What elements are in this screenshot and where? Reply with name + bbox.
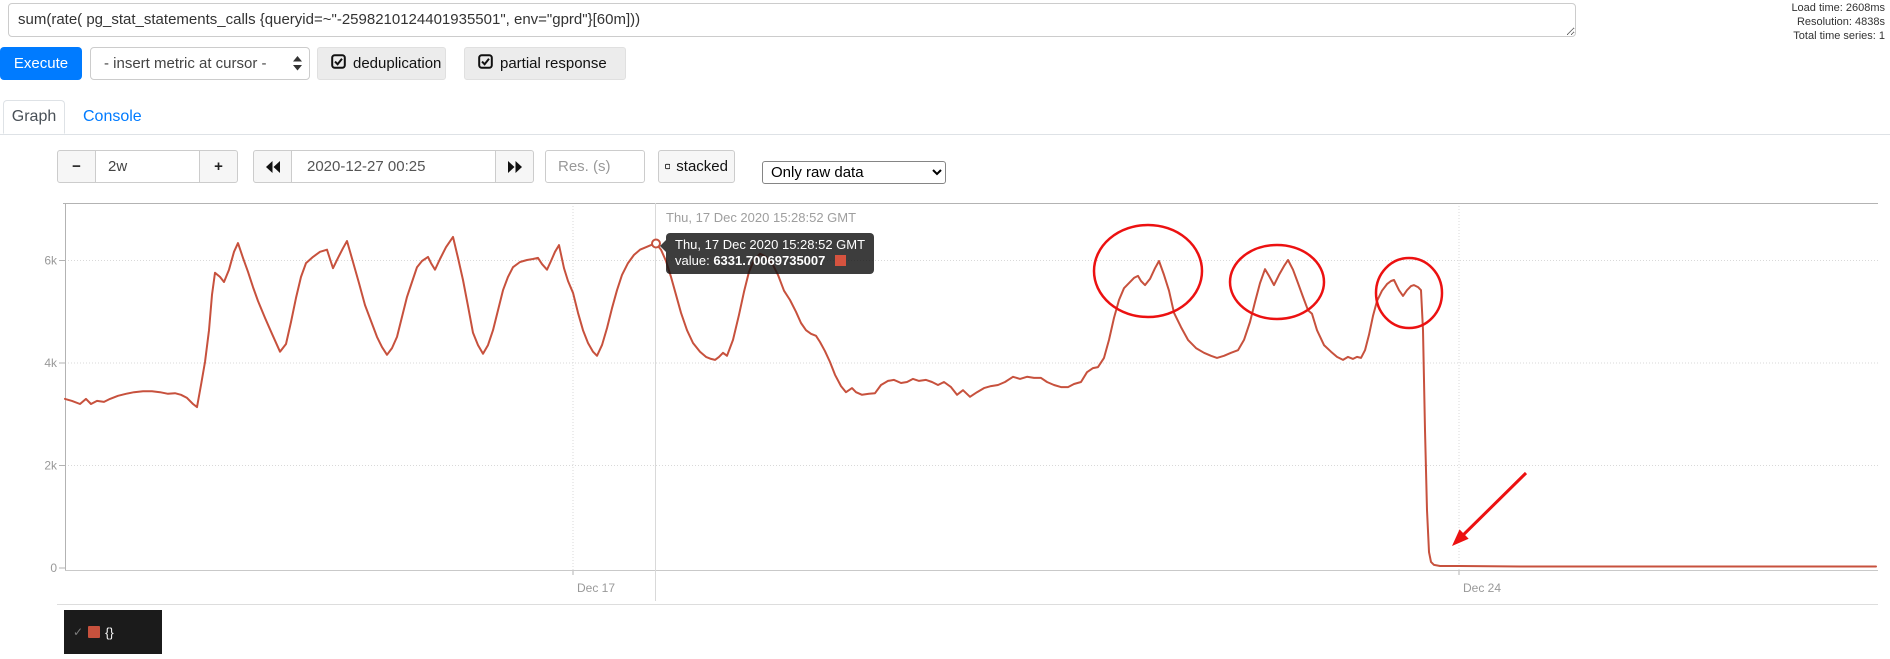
check-square-icon xyxy=(331,54,346,73)
partial-response-toggle[interactable]: partial response xyxy=(464,47,626,80)
tooltip-value-prefix: value: xyxy=(675,253,714,268)
y-axis-tick-label: 0 xyxy=(50,561,57,575)
tooltip-value: 6331.70069735007 xyxy=(713,253,826,268)
annotations-layer xyxy=(1092,223,1528,546)
annotation-arrow-line xyxy=(1460,471,1528,538)
empty-square-icon xyxy=(665,163,671,170)
time-forward-button[interactable] xyxy=(495,150,534,183)
tooltip-date: Thu, 17 Dec 2020 15:28:52 GMT xyxy=(675,237,866,252)
annotation-arrow-head xyxy=(1452,529,1469,546)
partial-response-label: partial response xyxy=(500,55,607,72)
hover-point-marker xyxy=(651,238,661,249)
execute-button[interactable]: Execute xyxy=(0,47,82,80)
query-stats: Load time: 2608ms Resolution: 4838s Tota… xyxy=(1791,1,1885,43)
legend-check-icon: ✓ xyxy=(73,625,84,639)
hover-tooltip: Thu, 17 Dec 2020 15:28:52 GMT value: 633… xyxy=(659,233,875,274)
y-axis-tick-label: 2k xyxy=(44,459,58,473)
legend-item[interactable]: ✓ {} xyxy=(64,610,162,654)
legend-series-swatch xyxy=(88,626,101,638)
query-expression-input[interactable]: sum(rate( pg_stat_statements_calls {quer… xyxy=(8,3,1576,37)
tab-console[interactable]: Console xyxy=(83,108,142,125)
resolution: Resolution: 4838s xyxy=(1796,16,1885,28)
tab-bar: Graph Console xyxy=(0,100,1890,135)
resolution-input[interactable] xyxy=(545,150,645,183)
stacked-toggle[interactable]: stacked xyxy=(658,150,735,183)
annotation-circle xyxy=(1374,256,1444,330)
tab-graph[interactable]: Graph xyxy=(3,100,65,134)
tooltip-series-swatch xyxy=(835,255,847,266)
raw-data-select[interactable]: Only raw data xyxy=(762,161,946,184)
x-axis-tick-label: Dec 17 xyxy=(577,581,615,595)
deduplication-toggle[interactable]: deduplication xyxy=(317,47,446,80)
y-axis-tick-label: 4k xyxy=(44,356,58,370)
fast-backward-icon xyxy=(265,160,280,173)
deduplication-label: deduplication xyxy=(353,55,442,72)
annotation-circle xyxy=(1092,223,1204,319)
grid-layer xyxy=(59,203,1878,575)
y-axis-tick-label: 6k xyxy=(44,254,58,268)
load-time: Load time: 2608ms xyxy=(1791,2,1885,14)
stacked-label: stacked xyxy=(676,158,728,175)
tooltip-value-row: value: 6331.70069735007 xyxy=(675,253,865,269)
axis-labels: 0 2k 4k 6k Dec 17 Dec 24 xyxy=(44,254,1501,596)
end-time-input[interactable] xyxy=(291,150,496,183)
range-decrease-button[interactable]: − xyxy=(57,150,96,183)
annotation-circle xyxy=(1228,243,1326,321)
series-line xyxy=(64,235,1877,568)
range-input[interactable] xyxy=(95,150,200,183)
hover-date-label: Thu, 17 Dec 2020 15:28:52 GMT xyxy=(666,210,857,225)
total-time-series: Total time series: 1 xyxy=(1793,30,1885,42)
range-increase-button[interactable]: + xyxy=(199,150,238,183)
fast-forward-icon xyxy=(507,160,522,173)
x-axis-tick-label: Dec 24 xyxy=(1463,581,1501,595)
check-square-icon xyxy=(478,54,493,73)
legend-series-label: {} xyxy=(105,624,114,640)
insert-metric-select[interactable]: - insert metric at cursor - xyxy=(90,47,310,80)
